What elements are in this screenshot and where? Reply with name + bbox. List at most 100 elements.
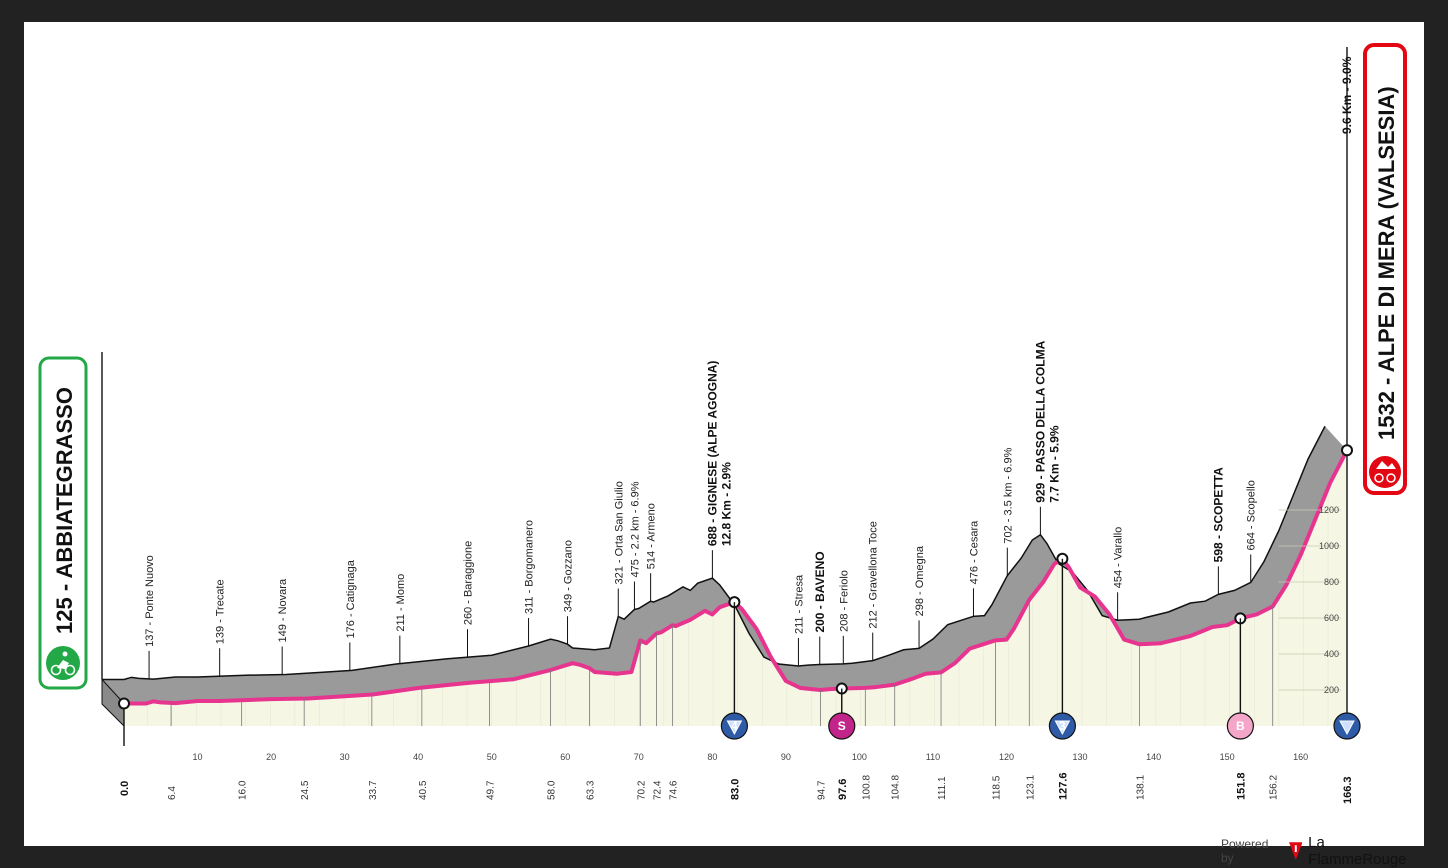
finish-km-label: 166.3: [1342, 776, 1354, 804]
waypoint-km-label: 100.8: [861, 775, 872, 800]
finish-banner: 1532 - ALPE DI MERA (VALSESIA) 9.6 Km - …: [1340, 43, 1407, 495]
flame-rouge-icon: [1288, 842, 1303, 860]
waypoint-km-label: 33.7: [368, 780, 379, 800]
cyclist-glyph: [50, 651, 76, 676]
marker-text: 4: [731, 719, 738, 733]
x-tick-label: 40: [413, 752, 423, 762]
waypoint-label: 688 - GIGNESE (ALPE AGOGNA): [705, 361, 719, 547]
waypoint-km-label: 151.8: [1235, 772, 1247, 800]
waypoint-label: 212 - Gravellona Toce: [868, 521, 880, 628]
start-km-label: 0.0: [119, 781, 131, 796]
x-tick-label: 140: [1146, 752, 1161, 762]
waypoint-km-label: 94.7: [816, 780, 827, 800]
marker-triangle: [1054, 720, 1071, 736]
x-tick-label: 10: [193, 752, 203, 762]
waypoint-label: 702 - 3.5 km - 6.9%: [1002, 447, 1014, 543]
waypoint-label: 349 - Gozzano: [563, 540, 575, 612]
profile-layer: [101, 47, 1353, 746]
waypoint-km-label: 74.6: [669, 780, 680, 800]
waypoint-label: 929 - PASSO DELLA COLMA: [1033, 340, 1047, 502]
waypoint-km-label: 16.0: [238, 780, 249, 800]
x-tick-label: 90: [781, 752, 791, 762]
waypoint-km-label: 40.5: [418, 780, 429, 800]
finish-glyph: [1374, 461, 1396, 483]
marker-layer: 4 S 3 B: [720, 552, 1361, 740]
powered-by: Powered by La FlammeRouge: [1221, 834, 1424, 868]
finish-label: 1532 - ALPE DI MERA (VALSESIA): [1374, 86, 1399, 440]
waypoint-label: 211 - Stresa: [793, 574, 805, 634]
waypoint-label: 200 - BAVENO: [813, 551, 827, 632]
waypoint-label: 176 - Catignaga: [345, 559, 357, 638]
x-tick-label: 60: [560, 752, 570, 762]
sprint-icon: [828, 712, 856, 740]
start-banner: 125 - ABBIATEGRASSO: [38, 356, 88, 690]
waypoint-label: 514 - Armeno: [646, 503, 658, 569]
waypoint-km-label: 97.6: [837, 779, 849, 800]
x-tick-label: 130: [1073, 752, 1088, 762]
waypoint-km-label: 156.2: [1269, 775, 1280, 800]
route-line: [124, 449, 1349, 706]
waypoint-label: 137 - Ponte Nuovo: [144, 555, 156, 647]
x-tick-label: 160: [1293, 752, 1308, 762]
waypoint-km-label: 58.0: [547, 780, 558, 800]
waypoint-label: 598 - SCOPETTA: [1211, 467, 1225, 562]
grid-layer: [124, 450, 1347, 726]
waypoint-label: 475 - 2.2 km - 6.9%: [629, 481, 641, 577]
start-point: [118, 697, 130, 710]
waypoint-km-label: 138.1: [1136, 775, 1147, 800]
finish-climb-label: 9.6 Km - 9.0%: [1340, 56, 1354, 134]
x-tick-label: 80: [707, 752, 717, 762]
waypoint-km-label: 70.2: [636, 780, 647, 800]
waypoint-km-label: 63.3: [586, 780, 597, 800]
x-tick-label: 120: [999, 752, 1014, 762]
waypoint-km-label: 24.5: [300, 780, 311, 800]
y-tick-label: 400: [1324, 649, 1339, 659]
waypoint-label: 208 - Feriolo: [838, 570, 850, 632]
waypoint-label: 260 - Baraggione: [463, 541, 475, 625]
marker-text: B: [1236, 719, 1245, 733]
x-tick-label: 110: [926, 752, 940, 762]
y-tick-label: 800: [1324, 577, 1339, 587]
waypoint-km-label: 127.6: [1057, 772, 1069, 800]
waypoint-layer: 137 - Ponte Nuovo 6.4 139 - Trecate 16.0 149…: [144, 340, 1280, 800]
mountain-finish-icon: [1369, 456, 1401, 488]
marker-text: 3: [1059, 719, 1066, 733]
y-tick-label: 1200: [1319, 505, 1339, 515]
waypoint-km-label: 123.1: [1025, 775, 1036, 800]
waypoint-climb-stats: 7.7 Km - 5.9%: [1047, 425, 1061, 503]
tick-layer: 200 400 600 800 1000 1200 10 20 30 40 50 60 70 80 90 10…: [119, 505, 1354, 804]
waypoint-label: 311 - Borgomanero: [524, 520, 536, 614]
profile-hatching: [124, 450, 1347, 726]
waypoint-km-label: 49.7: [486, 780, 497, 800]
x-tick-label: 100: [852, 752, 867, 762]
marker-triangle: [726, 720, 743, 736]
waypoint-label: 149 - Novara: [277, 578, 289, 642]
y-tick-label: 1000: [1319, 541, 1339, 551]
x-tick-label: 20: [266, 752, 276, 762]
waypoint-label: 298 - Omegna: [914, 545, 926, 616]
start-label: 125 - ABBIATEGRASSO: [52, 387, 77, 634]
marker-triangle: [1339, 720, 1355, 736]
profile-top-edge: [102, 425, 1326, 681]
waypoint-label: 476 - Cesara: [968, 520, 980, 584]
waypoint-km-label: 118.5: [991, 775, 1002, 800]
waypoint-label: 211 - Momo: [395, 574, 407, 632]
waypoint-label: 664 - Scopello: [1246, 480, 1258, 550]
waypoint-label: 139 - Trecate: [215, 579, 227, 644]
start-banner-frame: [38, 356, 88, 690]
waypoint-km-label: 104.8: [891, 775, 902, 800]
waypoint-label: 454 - Varallo: [1113, 527, 1125, 589]
waypoint-km-label: 111.1: [937, 776, 948, 800]
brand-name: La FlammeRouge: [1308, 834, 1407, 868]
finish-point: [1341, 444, 1353, 457]
elevation-profile-chart: 200 400 600 800 1000 1200 10 20 30 40 50 60 70 80 90 10…: [38, 43, 1407, 804]
y-tick-label: 600: [1324, 613, 1339, 623]
marker-text: S: [838, 719, 846, 733]
waypoint-km-label: 6.4: [167, 786, 178, 800]
x-tick-label: 70: [634, 752, 644, 762]
bonus-icon: [1226, 712, 1254, 740]
y-tick-label: 200: [1324, 685, 1339, 695]
x-tick-label: 50: [487, 752, 497, 762]
waypoint-km-label: 72.4: [652, 780, 663, 800]
waypoint-km-label: 83.0: [729, 779, 741, 800]
